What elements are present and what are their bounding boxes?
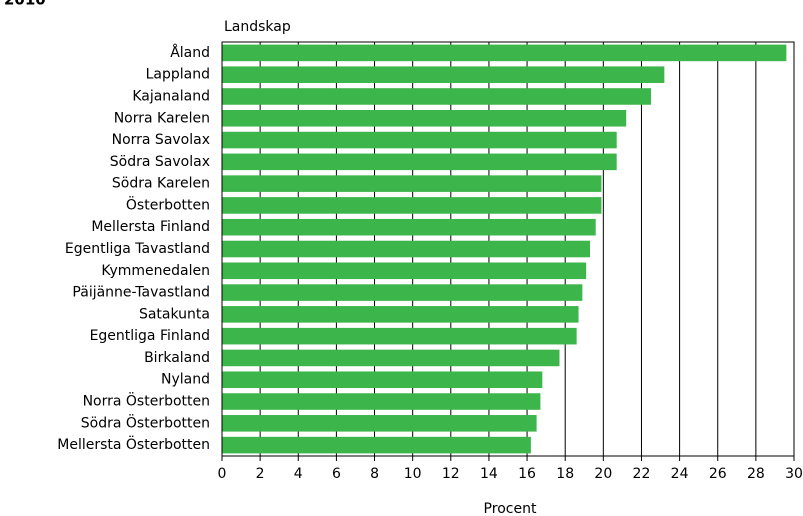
y-tick-label: Satakunta xyxy=(139,306,210,322)
x-tick-label: 28 xyxy=(747,466,765,482)
x-tick-label: 6 xyxy=(332,466,341,482)
bar xyxy=(222,436,531,454)
x-tick-label: 4 xyxy=(294,466,303,482)
bar xyxy=(222,415,537,432)
bar xyxy=(222,371,543,389)
bar xyxy=(222,153,617,171)
y-tick-label: Egentliga Finland xyxy=(90,328,210,344)
bar xyxy=(222,218,596,236)
bar xyxy=(222,175,602,192)
x-tick-label: 12 xyxy=(442,466,460,482)
x-tick-label: 8 xyxy=(370,466,379,482)
x-tick-label: 22 xyxy=(633,466,651,482)
y-tick-label: Kymmenedalen xyxy=(101,263,210,279)
y-tick-label: Birkaland xyxy=(144,350,210,366)
y-tick-label: Åland xyxy=(170,44,210,61)
y-tick-label: Södra Österbotten xyxy=(81,413,210,431)
bar xyxy=(222,44,787,62)
y-axis-label: Landskap xyxy=(224,19,291,35)
y-tick-label: Mellersta Österbotten xyxy=(57,435,210,453)
y-tick-label: Kajanaland xyxy=(132,88,210,104)
bar xyxy=(222,197,602,214)
y-tick-label: Egentliga Tavastland xyxy=(65,241,210,257)
bar xyxy=(222,284,583,301)
y-tick-label: Norra Savolax xyxy=(112,132,210,148)
bar xyxy=(222,109,627,127)
chart-title: 2010 xyxy=(4,0,46,9)
x-axis-label: Procent xyxy=(484,501,537,516)
y-tick-label: Södra Karelen xyxy=(112,176,210,192)
x-tick-label: 10 xyxy=(404,466,422,482)
bar xyxy=(222,262,587,280)
bar xyxy=(222,66,665,83)
bar xyxy=(222,327,577,345)
x-tick-label: 16 xyxy=(518,466,536,482)
y-tick-label: Päijänne-Tavastland xyxy=(72,285,210,301)
bar xyxy=(222,240,590,258)
y-tick-label: Norra Karelen xyxy=(114,110,210,126)
y-tick-label: Södra Savolax xyxy=(110,154,210,170)
plot-border xyxy=(221,41,795,457)
x-tick-label: 20 xyxy=(594,466,612,482)
bar xyxy=(222,131,617,149)
x-tick-label: 2 xyxy=(256,466,265,482)
y-tick-label: Lappland xyxy=(146,67,210,83)
y-tick-label: Nyland xyxy=(161,372,210,388)
x-tick-label: 18 xyxy=(556,466,574,482)
y-tick-label: Mellersta Finland xyxy=(91,219,210,235)
y-tick-label: Norra Österbotten xyxy=(83,392,210,410)
bar xyxy=(222,349,560,367)
x-tick-label: 14 xyxy=(480,466,498,482)
x-tick-label: 24 xyxy=(671,466,689,482)
y-tick-label: Österbotten xyxy=(126,195,210,213)
x-tick-label: 26 xyxy=(709,466,727,482)
x-tick-label: 30 xyxy=(785,466,803,482)
bar xyxy=(222,306,579,323)
bar xyxy=(222,88,651,105)
bar xyxy=(222,393,541,410)
x-tick-label: 0 xyxy=(218,466,227,482)
